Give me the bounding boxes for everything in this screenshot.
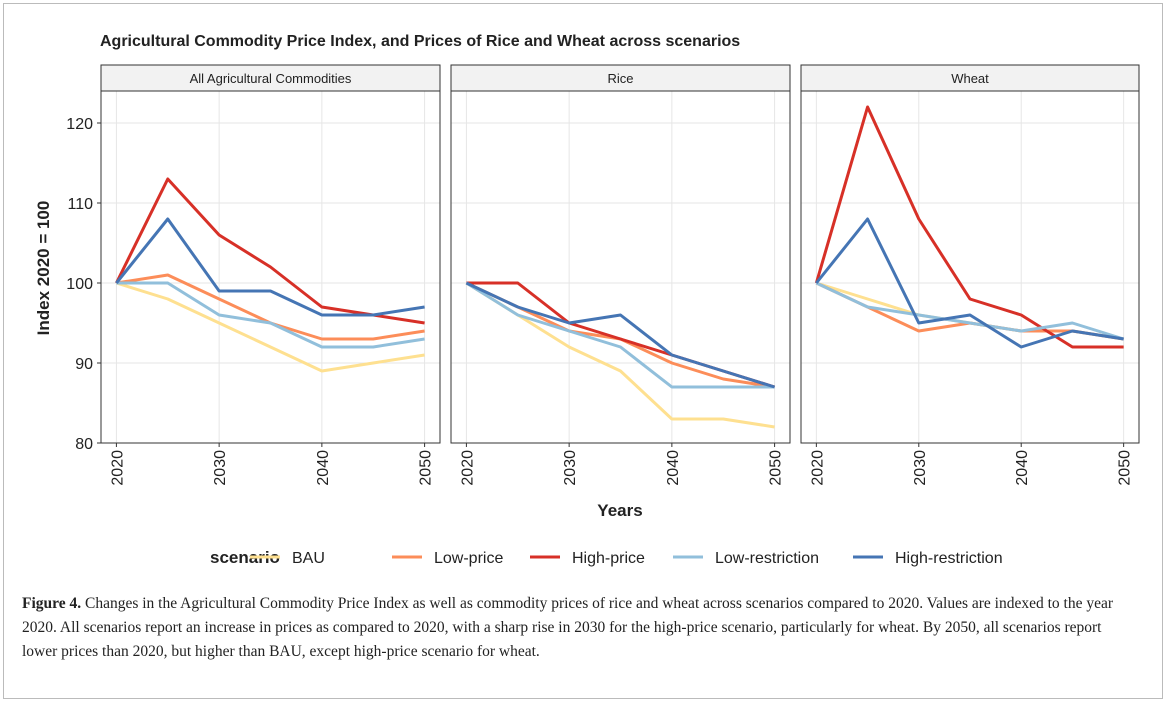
- caption: Figure 4. Changes in the Agricultural Co…: [22, 592, 1132, 664]
- panel-title: All Agricultural Commodities: [190, 71, 352, 86]
- x-tick-label: 2050: [418, 450, 435, 486]
- x-tick-label: 2040: [315, 450, 332, 486]
- x-tick-label: 2030: [212, 450, 229, 486]
- y-tick-label: 120: [66, 116, 93, 133]
- x-tick-label: 2020: [809, 450, 826, 486]
- strip: [100, 64, 441, 92]
- series-line: [815, 217, 1124, 349]
- chart: Agricultural Commodity Price Index, and …: [34, 33, 1140, 567]
- y-tick-label: 90: [75, 356, 93, 373]
- x-axis-label: Years: [597, 501, 642, 520]
- legend-label: High-price: [572, 550, 645, 567]
- panel-background: [451, 91, 790, 443]
- strip: [800, 64, 1140, 92]
- legend-title: scenario: [210, 548, 280, 567]
- panel-border: [800, 90, 1140, 444]
- series-line: [115, 281, 425, 373]
- caption-text: Changes in the Agricultural Commodity Pr…: [22, 595, 1114, 660]
- panel-title: Wheat: [951, 71, 989, 86]
- panel-border: [100, 90, 441, 444]
- x-tick-label: 2050: [768, 450, 785, 486]
- legend-label: Low-restriction: [715, 550, 819, 567]
- series-line: [814, 105, 1124, 349]
- series-line: [465, 281, 776, 389]
- x-tick-label: 2030: [912, 450, 929, 486]
- y-axis-label: Index 2020 = 100: [34, 201, 53, 336]
- series-line: [815, 281, 1125, 341]
- y-tick-label: 100: [66, 276, 93, 293]
- x-tick-label: 2020: [109, 450, 126, 486]
- legend-label: BAU: [292, 550, 325, 567]
- figure-frame: [3, 3, 1163, 699]
- x-tick-label: 2020: [459, 450, 476, 486]
- y-tick-label: 80: [75, 436, 93, 453]
- x-tick-label: 2030: [562, 450, 579, 486]
- panel-border: [450, 90, 791, 444]
- caption-label: Figure 4.: [22, 595, 82, 612]
- legend-label: High-restriction: [895, 550, 1003, 567]
- series-line: [115, 217, 425, 317]
- y-tick-label: 110: [67, 196, 93, 213]
- chart-title: Agricultural Commodity Price Index, and …: [100, 33, 740, 50]
- series-line: [465, 281, 775, 389]
- panel-background: [801, 91, 1139, 443]
- panel-title: Rice: [607, 71, 633, 86]
- legend-label: Low-price: [434, 550, 503, 567]
- x-tick-label: 2040: [1014, 450, 1031, 486]
- x-tick-label: 2040: [665, 450, 682, 486]
- series-line: [116, 281, 425, 349]
- x-tick-label: 2050: [1117, 450, 1134, 486]
